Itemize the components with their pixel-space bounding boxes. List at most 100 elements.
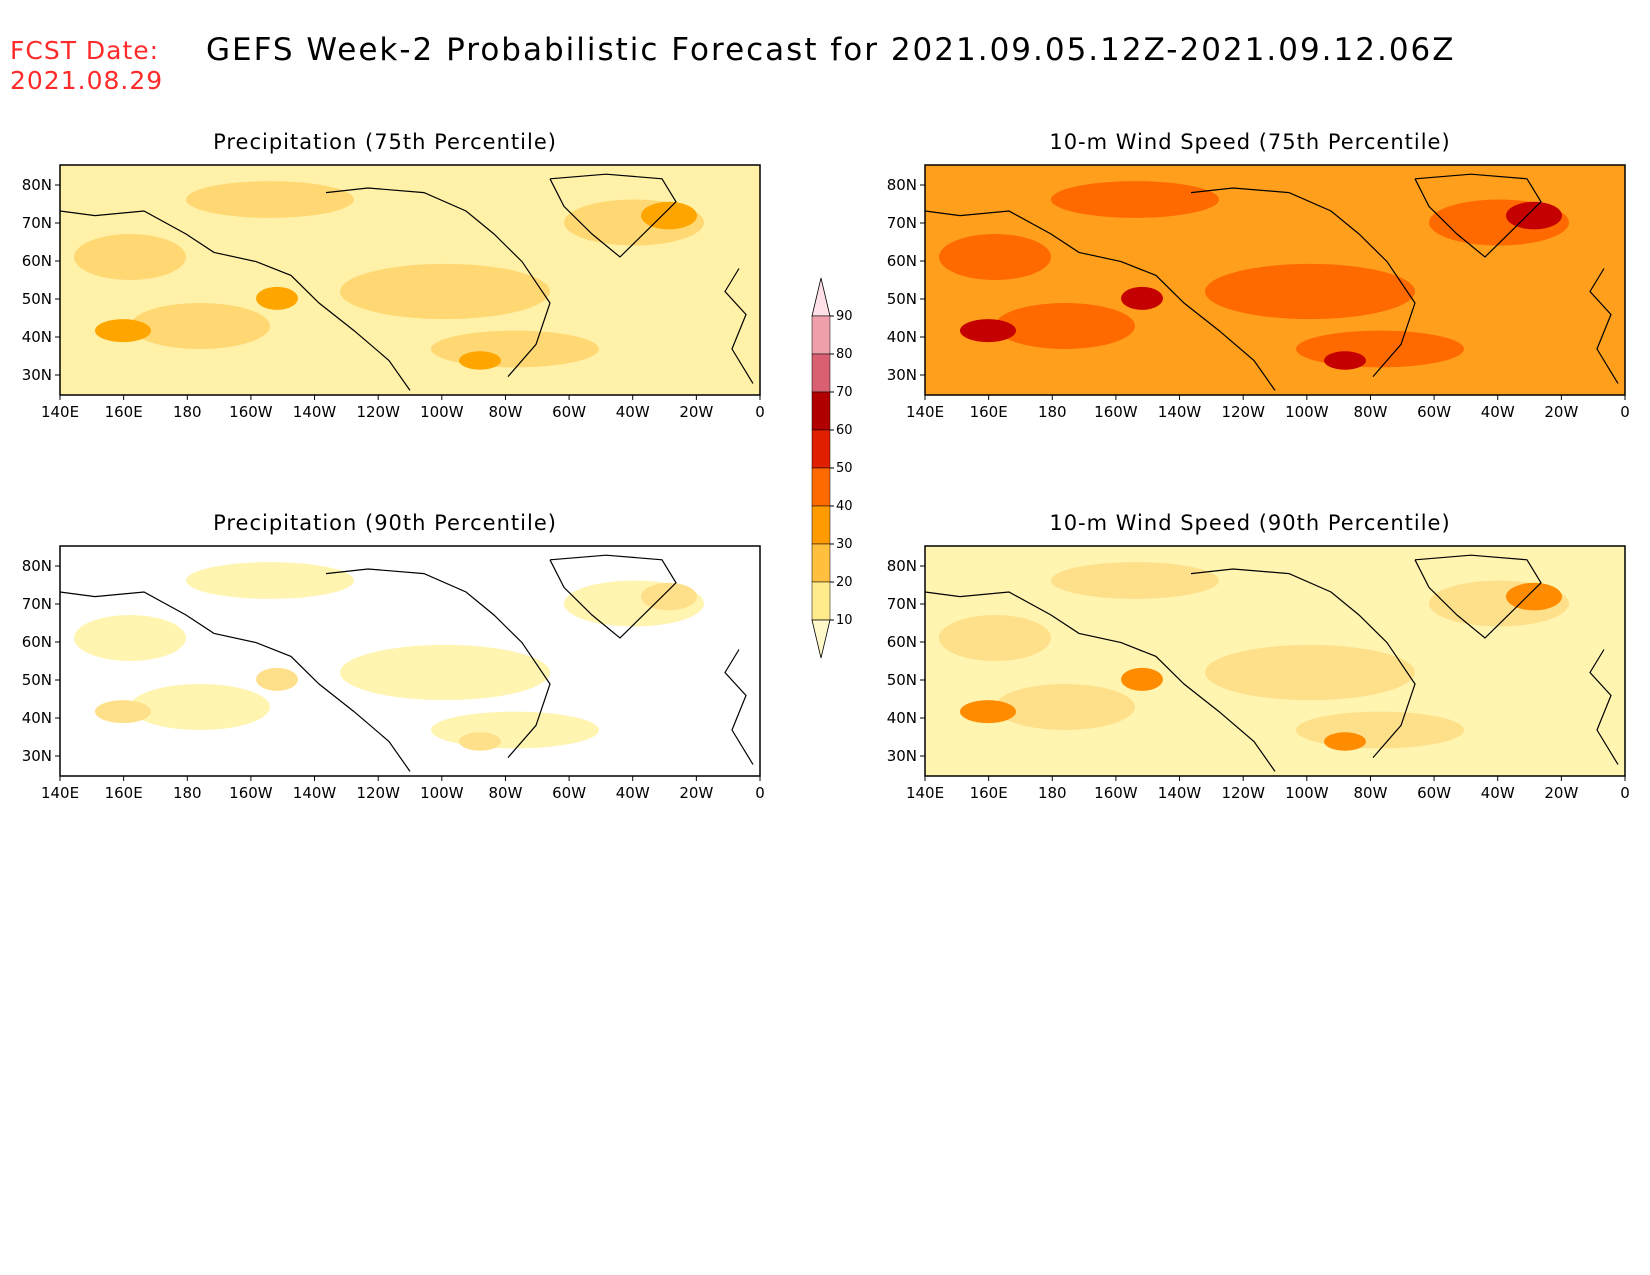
panel-wind-speed-90th: 10-m Wind Speed (90th Percentile) 80N 70N… — [865, 511, 1645, 802]
coastline — [724, 268, 754, 384]
shaded-region — [995, 303, 1135, 349]
latitude-label: 30N — [887, 366, 917, 384]
coastline — [924, 210, 1276, 391]
colorbar-level-label: 60 — [836, 423, 853, 438]
colorbar-level-label: 40 — [836, 499, 853, 514]
colorbar-segment — [811, 467, 831, 507]
shaded-region — [256, 667, 298, 691]
shaded-region — [130, 684, 270, 730]
longitude-label: 160W — [1094, 403, 1138, 421]
coastline — [1190, 187, 1416, 377]
latitude-label: 50N — [887, 290, 917, 308]
colorbar-level-label: 20 — [836, 575, 853, 590]
coastline — [325, 187, 551, 377]
shaded-region — [1506, 201, 1562, 230]
colorbar: 10 20 30 40 50 60 70 80 90 — [800, 270, 860, 680]
longitude-label: 40W — [616, 784, 650, 802]
longitude-label: 120W — [356, 403, 400, 421]
longitude-label: 140E — [41, 403, 79, 421]
panel-precipitation-90th: Precipitation (90th Percentile) 80N 70N 60… — [0, 511, 780, 802]
colorbar-segment — [811, 353, 831, 393]
map-frame — [59, 164, 761, 396]
shaded-region — [95, 319, 151, 343]
map-wind-speed-75th: 80N 70N 60N 50N 40N 30N 140E 160E 180 160W 140W 120… — [887, 164, 1630, 421]
shaded-region — [340, 644, 550, 701]
latitude-label: 50N — [22, 290, 52, 308]
longitude-label: 140W — [1158, 784, 1202, 802]
page-title: GEFS Week-2 Probabilistic Forecast for 2… — [206, 32, 1456, 68]
longitude-label: 80W — [1353, 403, 1387, 421]
latitude-label: 50N — [887, 671, 917, 689]
latitude-label: 40N — [22, 709, 52, 727]
colorbar-segment — [811, 315, 831, 355]
latitude-label: 40N — [887, 328, 917, 346]
shaded-region — [186, 181, 354, 218]
shaded-region — [95, 700, 151, 724]
panel-precipitation-75th: Precipitation (75th Percentile) 80N 70N 60… — [0, 130, 780, 421]
longitude-label: 0 — [755, 784, 765, 802]
longitude-label: 60W — [1417, 403, 1451, 421]
shaded-region — [1205, 644, 1415, 701]
shaded-region — [1324, 732, 1366, 751]
shaded-region — [340, 263, 550, 320]
latitude-label: 80N — [887, 557, 917, 575]
latitude-label: 30N — [22, 366, 52, 384]
latitude-label: 70N — [887, 595, 917, 613]
longitude-label: 140W — [1158, 403, 1202, 421]
longitude-label: 140W — [293, 403, 337, 421]
longitude-label: 120W — [1221, 403, 1265, 421]
longitude-label: 180 — [173, 784, 202, 802]
shaded-region — [960, 319, 1016, 343]
longitude-label: 40W — [1481, 784, 1515, 802]
map-precipitation-90th: 80N 70N 60N 50N 40N 30N 140E 160E 180 160W 140W 120… — [22, 545, 765, 802]
longitude-label: 60W — [552, 784, 586, 802]
panel-title: Precipitation (75th Percentile) — [213, 130, 557, 154]
longitude-label: 140E — [41, 784, 79, 802]
latitude-label: 60N — [22, 633, 52, 651]
longitude-label: 160E — [970, 403, 1008, 421]
longitude-label: 180 — [1038, 784, 1067, 802]
longitude-label: 160W — [229, 403, 273, 421]
shaded-region — [641, 582, 697, 611]
colorbar-level-label: 80 — [836, 347, 853, 362]
longitude-label: 0 — [1620, 784, 1630, 802]
colorbar-segment — [811, 619, 831, 659]
coastline — [549, 173, 677, 258]
longitude-label: 60W — [1417, 784, 1451, 802]
longitude-label: 0 — [755, 403, 765, 421]
longitude-label: 160W — [1094, 784, 1138, 802]
longitude-label: 80W — [488, 784, 522, 802]
longitude-label: 20W — [1544, 784, 1578, 802]
latitude-label: 80N — [887, 176, 917, 194]
longitude-label: 160E — [105, 403, 143, 421]
longitude-label: 100W — [1285, 784, 1329, 802]
shaded-region — [431, 711, 599, 749]
longitude-label: 180 — [173, 403, 202, 421]
longitude-label: 120W — [356, 784, 400, 802]
coastline — [1589, 268, 1619, 384]
latitude-label: 40N — [22, 328, 52, 346]
latitude-label: 80N — [22, 176, 52, 194]
shaded-region — [1506, 582, 1562, 611]
colorbar-segment — [811, 391, 831, 431]
longitude-label: 80W — [1353, 784, 1387, 802]
shaded-region — [431, 330, 599, 368]
longitude-label: 40W — [1481, 403, 1515, 421]
latitude-label: 70N — [22, 595, 52, 613]
panel-title: 10-m Wind Speed (90th Percentile) — [1049, 511, 1451, 535]
panel-wind-speed-75th: 10-m Wind Speed (75th Percentile) 80N 70N… — [865, 130, 1645, 421]
shaded-region — [939, 615, 1051, 661]
latitude-label: 60N — [22, 252, 52, 270]
latitude-label: 40N — [887, 709, 917, 727]
longitude-label: 20W — [679, 784, 713, 802]
latitude-label: 60N — [887, 633, 917, 651]
forecast-date-label: FCST Date: — [10, 36, 160, 65]
coastline — [325, 568, 551, 758]
shaded-region — [960, 700, 1016, 724]
coastline — [724, 649, 754, 765]
colorbar-level-label: 70 — [836, 385, 853, 400]
coastline — [1190, 568, 1416, 758]
shaded-region — [256, 286, 298, 310]
forecast-date-value: 2021.08.29 — [10, 66, 164, 95]
longitude-label: 140E — [906, 403, 944, 421]
